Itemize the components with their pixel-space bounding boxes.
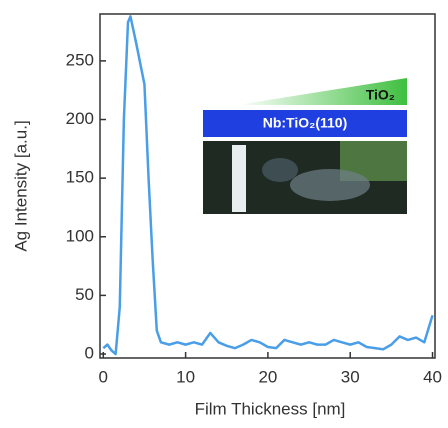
y-tick-label: 50 [75, 285, 94, 304]
inset: TiO₂ Nb:TiO₂(110) [203, 78, 407, 214]
photo-detail [262, 158, 298, 182]
x-axis-label: Film Thickness [nm] [195, 399, 346, 418]
layer-label: TiO₂ [366, 87, 395, 103]
gradient-wedge [237, 78, 407, 105]
substrate-label: Nb:TiO₂(110) [263, 115, 348, 131]
y-axis-label: Ag Intensity [a.u.] [11, 120, 30, 251]
x-tick-label: 0 [99, 367, 108, 386]
x-tick-label: 10 [176, 367, 195, 386]
y-tick-label: 200 [66, 109, 94, 128]
y-tick-label: 100 [66, 226, 94, 245]
y-tick-label: 250 [66, 50, 94, 69]
photo-detail [232, 145, 246, 212]
x-tick-label: 30 [341, 367, 360, 386]
data-line [102, 15, 434, 356]
substrate-bar [203, 110, 407, 137]
x-tick-label: 20 [258, 367, 277, 386]
y-tick-label: 150 [66, 168, 94, 187]
photo-detail [290, 169, 370, 201]
y-tick-label: 0 [85, 343, 94, 362]
x-tick-label: 40 [423, 367, 442, 386]
